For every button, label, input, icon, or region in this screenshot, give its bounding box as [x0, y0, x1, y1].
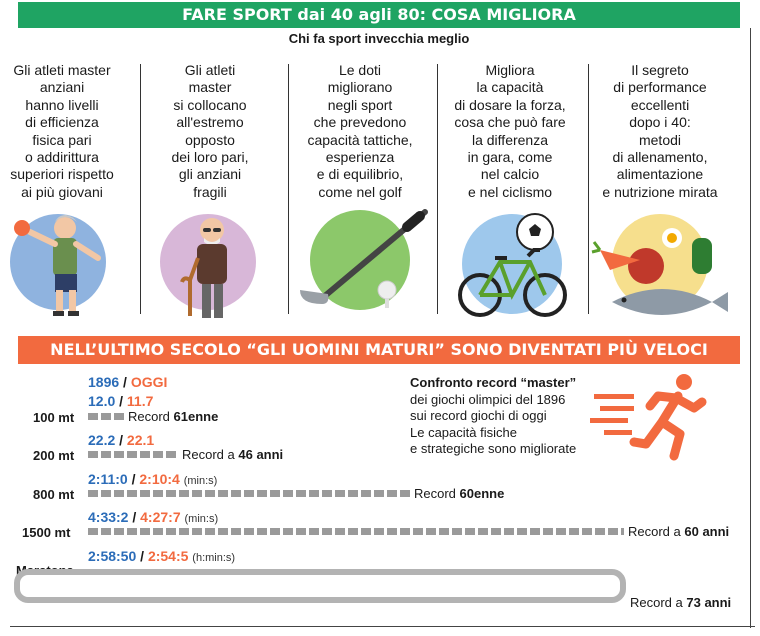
time-1896: 2:58:50 [88, 548, 137, 564]
event-label: 1500 mt [22, 525, 71, 540]
frame-right-line [750, 28, 751, 628]
running-man-icon [590, 374, 707, 461]
column-3-text: Le doti migliorano negli sport che prevedon… [307, 62, 413, 200]
column-4-text: Migliora la capacità di dosare la forza, co… [454, 62, 566, 200]
comparison-note: Confronto record “master” dei giochi oli… [410, 375, 610, 458]
times-1500m: 4:33:2 / 4:27:7 (min:s) [88, 509, 218, 525]
time-1896: 12.0 [88, 393, 116, 409]
column-5-text: Il segreto di performance eccellenti dopo i… [602, 62, 718, 200]
times-200m: 22.2 / 22.1 [88, 432, 154, 448]
record-note: Record a 46 anni [182, 447, 284, 462]
record-note: Record 61enne [128, 409, 219, 424]
time-1896: 22.2 [88, 432, 116, 448]
time-1896: 4:33:2 [88, 509, 129, 525]
athlete-with-ball-icon [10, 214, 106, 316]
food-and-fish-icon [591, 214, 728, 315]
column-2-text: Gli atleti master si collocano all'estremo o… [171, 62, 249, 200]
record-note: Record 60enne [414, 486, 505, 501]
bottom-rule [10, 626, 755, 627]
golf-club-icon [300, 209, 428, 310]
distance-bar [88, 490, 410, 497]
records-banner: NELL’ULTIMO SECOLO “GLI UOMINI MATURI” S… [18, 336, 740, 364]
time-today: 22.1 [126, 432, 155, 448]
times-800m: 2:11:0 / 2:10:4 (min:s) [88, 471, 217, 487]
time-today: 2:10:4 [139, 471, 180, 487]
time-today: 2:54:5 [147, 548, 189, 564]
bicycle-and-soccer-ball-icon [458, 213, 567, 317]
elderly-man-with-cane-icon [160, 214, 256, 318]
time-1896: 2:11:0 [88, 471, 128, 487]
subtitle: Chi fa sport invecchia meglio [288, 31, 470, 46]
event-label: 800 mt [33, 487, 75, 502]
distance-bar [88, 413, 125, 420]
legend-separator: / [123, 374, 127, 390]
separator: / [119, 432, 124, 448]
distance-bar [88, 528, 624, 535]
column-divider [437, 64, 438, 314]
time-today: 4:27:7 [140, 509, 181, 525]
main-title-banner: FARE SPORT dai 40 agli 80: COSA MIGLIORA [18, 2, 740, 28]
separator: / [131, 471, 136, 487]
distance-bar [88, 451, 178, 458]
marathon-track [14, 569, 626, 603]
time-unit: (min:s) [184, 513, 219, 525]
time-today: 11.7 [126, 393, 154, 409]
column-divider [588, 64, 589, 314]
time-unit: (h:min:s) [192, 552, 236, 564]
record-note: Record a 60 anni [628, 524, 730, 539]
legend-1896: 1896 [88, 374, 120, 390]
legend: 1896 / OGGI [88, 374, 167, 390]
column-divider [140, 64, 141, 314]
time-unit: (min:s) [183, 475, 218, 487]
record-note: Record a 73 anni [630, 595, 732, 610]
legend-today: OGGI [130, 374, 168, 390]
illustrations-row [10, 209, 728, 318]
times-marathon: 2:58:50 / 2:54:5 (h:min:s) [88, 548, 235, 564]
separator: / [132, 509, 137, 525]
column-1-text: Gli atleti master anziani hanno livelli di … [10, 62, 114, 200]
column-divider [288, 64, 289, 314]
times-100m: 12.0 / 11.7 [88, 393, 153, 409]
event-label: 100 mt [33, 410, 75, 425]
separator: / [119, 393, 124, 409]
separator: / [140, 548, 145, 564]
comparison-title: Confronto record “master” [410, 375, 577, 390]
event-label: 200 mt [33, 448, 75, 463]
